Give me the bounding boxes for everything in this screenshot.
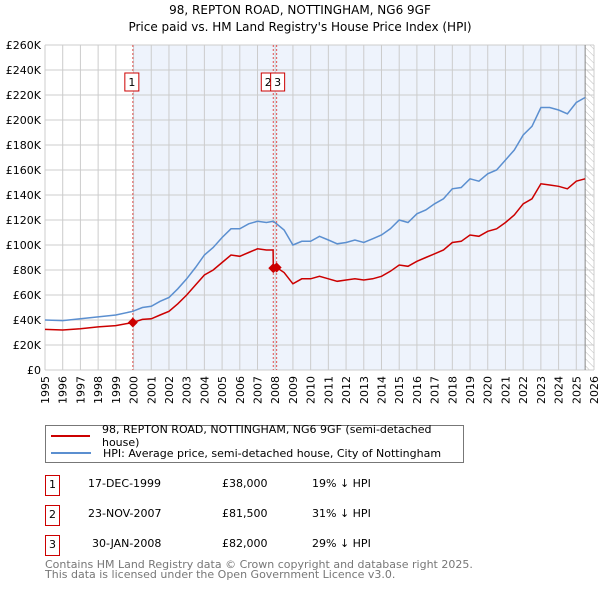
property-price-line (44, 178, 586, 331)
sale-label-box (270, 72, 286, 92)
hpi-line (44, 96, 586, 322)
sale-marker-badge: 2 (45, 505, 60, 526)
sale-price: £38,000 (222, 477, 268, 490)
x-tick-label: 2005 (216, 376, 229, 404)
post-sale-shaded-region (132, 45, 586, 370)
sale-label: 1 (128, 76, 135, 89)
y-tick-label: £140K (6, 189, 42, 202)
chart-title: 98, REPTON ROAD, NOTTINGHAM, NG6 9GF (169, 3, 431, 17)
x-tick-label: 2026 (588, 376, 600, 404)
x-tick-label: 2001 (145, 376, 158, 404)
x-tick-label: 2009 (287, 376, 300, 404)
y-tick-label: £240K (6, 64, 42, 77)
y-tick-label: £260K (6, 39, 42, 52)
x-tick-label: 2014 (375, 376, 388, 404)
footer: Contains HM Land Registry data © Crown c… (45, 558, 473, 581)
table-row: 1 17-DEC-1999 £38,000 19% ↓ HPI (45, 475, 465, 496)
hpi-diff: 19% ↓ HPI (312, 477, 371, 490)
red-line-icon (51, 435, 90, 437)
hpi-diff: 31% ↓ HPI (312, 507, 371, 520)
legend-item-hpi: HPI: Average price, semi-detached house,… (46, 445, 441, 461)
x-tick-label: 2015 (393, 376, 406, 404)
sale-date: 23-NOV-2007 (88, 507, 162, 520)
chart-subtitle: Price paid vs. HM Land Registry's House … (128, 20, 472, 34)
y-tick-label: £160K (6, 164, 42, 177)
y-tick-label: £80K (13, 264, 42, 277)
legend-item-property: 98, REPTON ROAD, NOTTINGHAM, NG6 9GF (se… (46, 423, 463, 449)
x-tick-label: 2000 (128, 376, 141, 404)
footer-line: This data is licensed under the Open Gov… (45, 568, 396, 581)
sale-marker-badge: 1 (45, 475, 60, 496)
sale-price: £82,000 (222, 537, 268, 550)
x-tick-label: 2025 (570, 376, 583, 404)
sale-label: 2 (265, 76, 272, 89)
sale-point (271, 262, 282, 273)
y-tick-label: £220K (6, 89, 42, 102)
y-tick-label: £100K (6, 239, 42, 252)
y-tick-label: £60K (13, 289, 42, 302)
x-tick-label: 2022 (517, 376, 530, 404)
x-tick-label: 2003 (181, 376, 194, 404)
price-chart: 1995 1996 1997 1998 1999 2000 2001 2002 2003 2004… (6, 39, 600, 404)
sale-date: 17-DEC-1999 (88, 477, 162, 490)
sale-label-box (124, 72, 140, 92)
x-tick-label: 2023 (535, 376, 548, 404)
legend-label: HPI: Average price, semi-detached house,… (103, 446, 442, 460)
x-tick-label: 2011 (322, 376, 335, 404)
x-tick-label: 2019 (464, 376, 477, 404)
legend-label: 98, REPTON ROAD, NOTTINGHAM, NG6 9GF (se… (101, 423, 432, 449)
x-tick-label: 1996 (57, 376, 70, 404)
sale-marker-badge: 3 (45, 535, 60, 556)
hpi-diff: 29% ↓ HPI (312, 537, 371, 550)
x-tick-label: 2002 (163, 376, 176, 404)
x-tick-label: 1997 (74, 376, 87, 404)
sale-price: £81,500 (222, 507, 268, 520)
x-tick-label: 2024 (553, 376, 566, 404)
table-row: 3 30-JAN-2008 £82,000 29% ↓ HPI (45, 535, 465, 556)
legend: 98, REPTON ROAD, NOTTINGHAM, NG6 9GF (se… (45, 423, 464, 463)
x-tick-label: 2007 (252, 376, 265, 404)
sale-label: 3 (274, 76, 281, 89)
blue-line-icon (51, 452, 91, 454)
x-tick-label: 1999 (110, 376, 123, 404)
x-tick-label: 2004 (198, 376, 211, 404)
forecast-hatched-region (585, 45, 594, 370)
x-tick-label: 1998 (92, 376, 105, 404)
footer-line: Contains HM Land Registry data © Crown c… (45, 558, 473, 571)
x-tick-label: 2016 (411, 376, 424, 404)
sale-point (127, 317, 138, 328)
y-tick-label: £0 (27, 364, 41, 377)
x-tick-label: 2021 (499, 376, 512, 404)
x-tick-label: 2018 (446, 376, 459, 404)
x-tick-label: 2020 (482, 376, 495, 404)
x-tick-label: 2006 (234, 376, 247, 404)
x-tick-label: 2008 (269, 376, 282, 404)
x-tick-label: 2017 (429, 376, 442, 404)
y-tick-label: £20K (13, 339, 42, 352)
y-tick-label: £120K (6, 214, 42, 227)
table-row: 2 23-NOV-2007 £81,500 31% ↓ HPI (45, 505, 465, 526)
sale-date: 30-JAN-2008 (92, 537, 162, 550)
x-tick-label: 2013 (358, 376, 371, 404)
y-tick-label: £180K (6, 139, 42, 152)
y-tick-label: £200K (6, 114, 42, 127)
y-tick-label: £40K (13, 314, 42, 327)
x-tick-label: 2012 (340, 376, 353, 404)
x-tick-label: 2010 (305, 376, 318, 404)
x-tick-label: 1995 (39, 376, 52, 404)
